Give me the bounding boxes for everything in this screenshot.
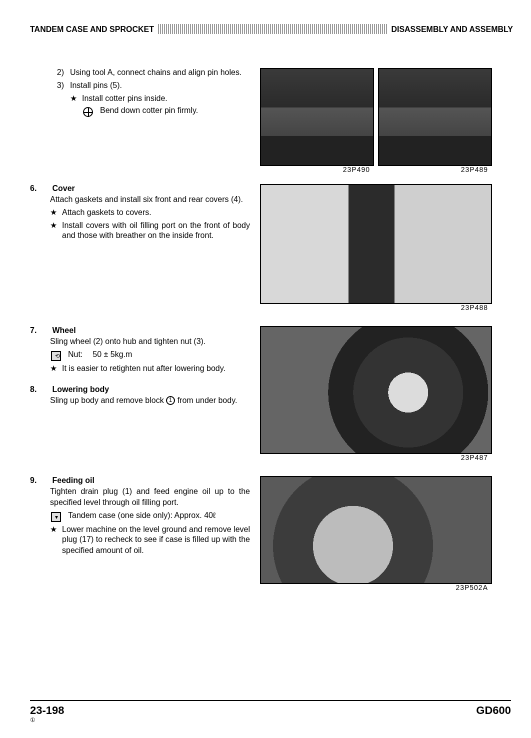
cover-b2: ★ Install covers with oil filling port o… (30, 221, 250, 243)
row-wheel: 7. Wheel Sling wheel (2) onto hub and ti… (30, 326, 513, 454)
section-heading: 6. Cover (30, 184, 250, 193)
footer-model: GD600 (476, 705, 511, 724)
oil-b1: ★ Lower machine on the level ground and … (30, 525, 250, 557)
row-oil: 9. Feeding oil Tighten drain plug (1) an… (30, 476, 513, 584)
row-cover: 6. Cover Attach gaskets and install six … (30, 184, 513, 304)
bullet-star: ★ (50, 221, 62, 243)
bullet-text: Attach gaskets to covers. (62, 208, 250, 219)
caution-line: Bend down cotter pin firmly. (50, 106, 250, 118)
text-wheel: 7. Wheel Sling wheel (2) onto hub and ti… (30, 326, 260, 454)
page-number: 23-198 (30, 705, 64, 717)
step-3-sub: ★ Install cotter pins inside. (50, 94, 250, 105)
img-col-chains: 23P490 23P489 (260, 68, 513, 166)
page-header: TANDEM CASE AND SPROCKET DISASSEMBLY AND… (30, 24, 513, 34)
wheel-b1: ★ It is easier to retighten nut after lo… (30, 364, 250, 375)
torque-icon: ⟲ (50, 350, 62, 362)
img-col-wheel: 23P487 (260, 326, 513, 454)
bullet-text: Install cotter pins inside. (82, 94, 250, 105)
row-chains: 2) Using tool A, connect chains and alig… (30, 68, 513, 166)
section-heading: 9. Feeding oil (30, 476, 250, 485)
bullet-star: ★ (50, 364, 62, 375)
section-heading: 8. Lowering body (30, 385, 250, 394)
img-col-cover: 23P488 (260, 184, 513, 304)
capacity-text: Tandem case (one side only): Approx. 40ℓ (68, 511, 216, 522)
bullet-text: Lower machine on the level ground and re… (62, 525, 250, 557)
figure-label: 23P490 (342, 167, 371, 174)
bullet-text: Install covers with oil filling port on … (62, 221, 250, 243)
page-footer: 23-198 ① GD600 (30, 700, 511, 724)
figure-oil: 23P502A (260, 476, 492, 584)
section-title: Lowering body (52, 385, 109, 394)
figure-label: 23P487 (460, 455, 489, 462)
figure-label: 23P502A (455, 585, 489, 592)
caution-text: Bend down cotter pin firmly. (100, 106, 198, 117)
step-text: Install pins (5). (70, 81, 250, 92)
section-title: Wheel (52, 326, 76, 335)
bullet-star: ★ (50, 525, 62, 557)
figure-cover: 23P488 (260, 184, 492, 304)
text-cover: 6. Cover Attach gaskets and install six … (30, 184, 260, 304)
section-heading: 7. Wheel (30, 326, 250, 335)
capacity-line: ▾ Tandem case (one side only): Approx. 4… (30, 511, 250, 523)
capacity-icon: ▾ (50, 511, 62, 523)
section-number: 7. (30, 326, 50, 335)
img-col-oil: 23P502A (260, 476, 513, 584)
step-number: 3) (50, 81, 70, 92)
circle-plus-icon (82, 106, 94, 118)
step-text: Using tool A, connect chains and align p… (70, 68, 250, 79)
text-oil: 9. Feeding oil Tighten drain plug (1) an… (30, 476, 260, 584)
section-title: Feeding oil (52, 476, 94, 485)
wheel-para: Sling wheel (2) onto hub and tighten nut… (30, 337, 250, 348)
figure-chain-a: 23P490 (260, 68, 374, 166)
step-3: 3) Install pins (5). (50, 81, 250, 92)
figure-chain-b: 23P489 (378, 68, 492, 166)
footer-left: 23-198 ① (30, 705, 64, 724)
section-title: Cover (52, 184, 75, 193)
torque-line: ⟲ Nut: 50 ± 5kg.m (30, 350, 250, 362)
bullet-text: It is easier to retighten nut after lowe… (62, 364, 250, 375)
lower-text-a: Sling up body and remove block (50, 396, 164, 405)
oil-para: Tighten drain plug (1) and feed engine o… (30, 487, 250, 509)
step-number: 2) (50, 68, 70, 79)
lower-text-b: from under body. (177, 396, 237, 405)
figure-label: 23P489 (460, 167, 489, 174)
header-band (158, 24, 387, 34)
page-sub: ① (30, 717, 64, 724)
torque-label: Nut: (68, 350, 83, 361)
figure-wheel: 23P487 (260, 326, 492, 454)
section-number: 9. (30, 476, 50, 485)
bullet-star: ★ (50, 208, 62, 219)
header-right: DISASSEMBLY AND ASSEMBLY (391, 25, 513, 34)
lower-para: Sling up body and remove block 1 from un… (30, 396, 250, 407)
torque-value: 50 ± 5kg.m (93, 350, 133, 361)
header-left: TANDEM CASE AND SPROCKET (30, 25, 154, 34)
section-number: 8. (30, 385, 50, 394)
cover-para: Attach gaskets and install six front and… (30, 195, 250, 206)
text-chains: 2) Using tool A, connect chains and alig… (30, 68, 260, 166)
cover-b1: ★ Attach gaskets to covers. (30, 208, 250, 219)
figure-label: 23P488 (460, 305, 489, 312)
step-2: 2) Using tool A, connect chains and alig… (50, 68, 250, 79)
bullet-star: ★ (70, 94, 82, 105)
section-number: 6. (30, 184, 50, 193)
circled-number: 1 (166, 396, 175, 405)
